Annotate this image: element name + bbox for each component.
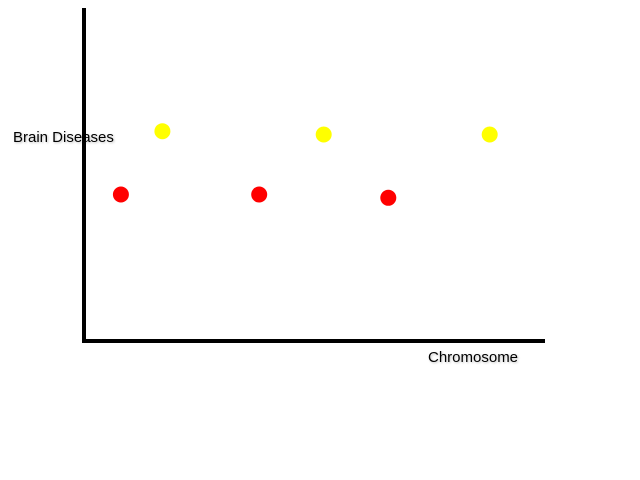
- x-axis-label: Chromosome: [428, 349, 519, 366]
- data-point-1-1: [251, 186, 268, 203]
- data-points: [112, 123, 498, 206]
- data-point-1-2: [380, 189, 397, 206]
- y-axis-label: Brain Diseases: [13, 129, 114, 146]
- data-point-0-0: [154, 123, 171, 140]
- data-point-0-2: [481, 126, 498, 143]
- data-point-0-1: [315, 126, 332, 143]
- data-point-1-0: [112, 186, 129, 203]
